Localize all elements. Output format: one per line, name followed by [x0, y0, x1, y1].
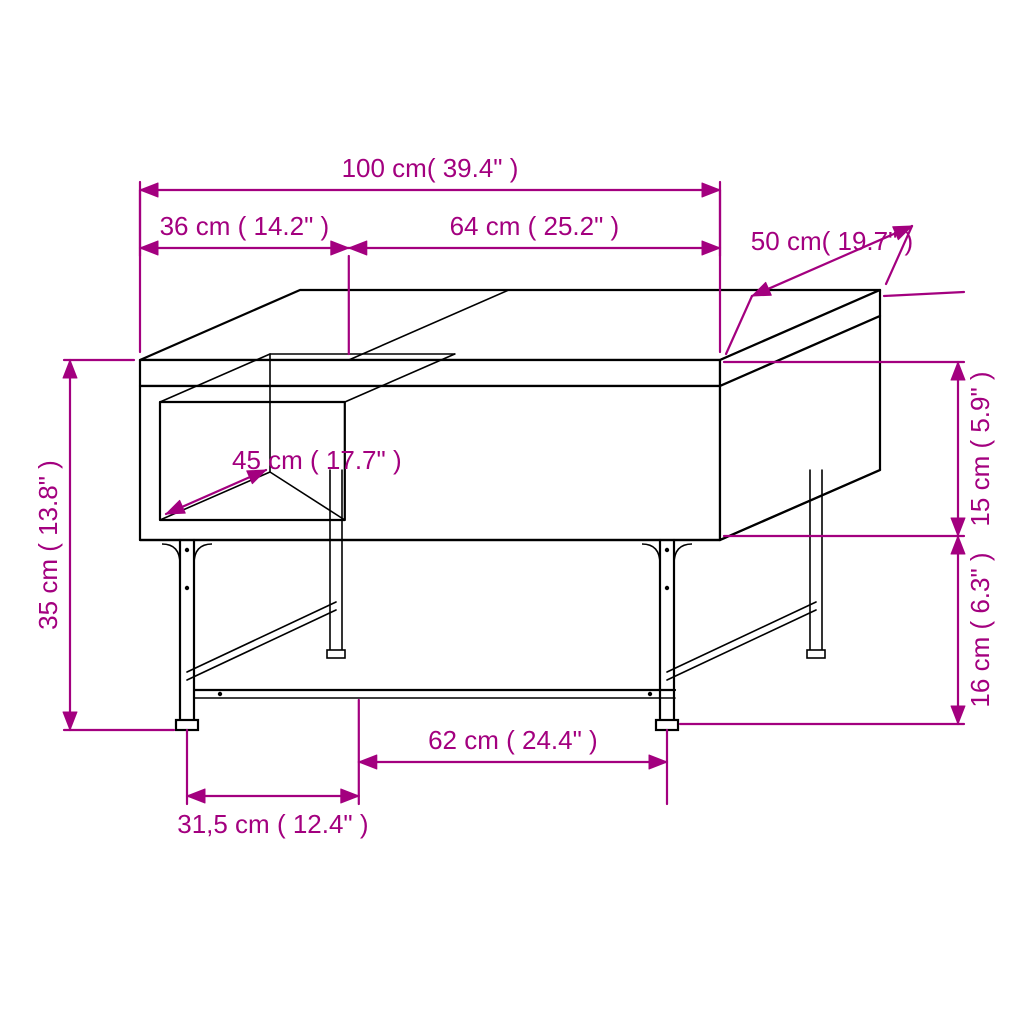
dim-depth: 50 cm( 19.7" ) — [751, 226, 913, 256]
dim-height-total: 35 cm ( 13.8" ) — [33, 460, 63, 630]
dim-upper-h: 15 cm ( 5.9" ) — [965, 371, 995, 526]
dim-width-total: 100 cm( 39.4" ) — [342, 153, 519, 183]
dim-width-left: 36 cm ( 14.2" ) — [160, 211, 330, 241]
dim-bottom-left: 31,5 cm ( 12.4" ) — [177, 809, 368, 839]
dim-lower-h: 16 cm ( 6.3" ) — [965, 552, 995, 707]
dim-bottom-right: 62 cm ( 24.4" ) — [428, 725, 598, 755]
dim-shelf-depth: 45 cm ( 17.7" ) — [232, 445, 402, 475]
furniture-drawing — [140, 290, 880, 730]
dim-width-right: 64 cm ( 25.2" ) — [450, 211, 620, 241]
